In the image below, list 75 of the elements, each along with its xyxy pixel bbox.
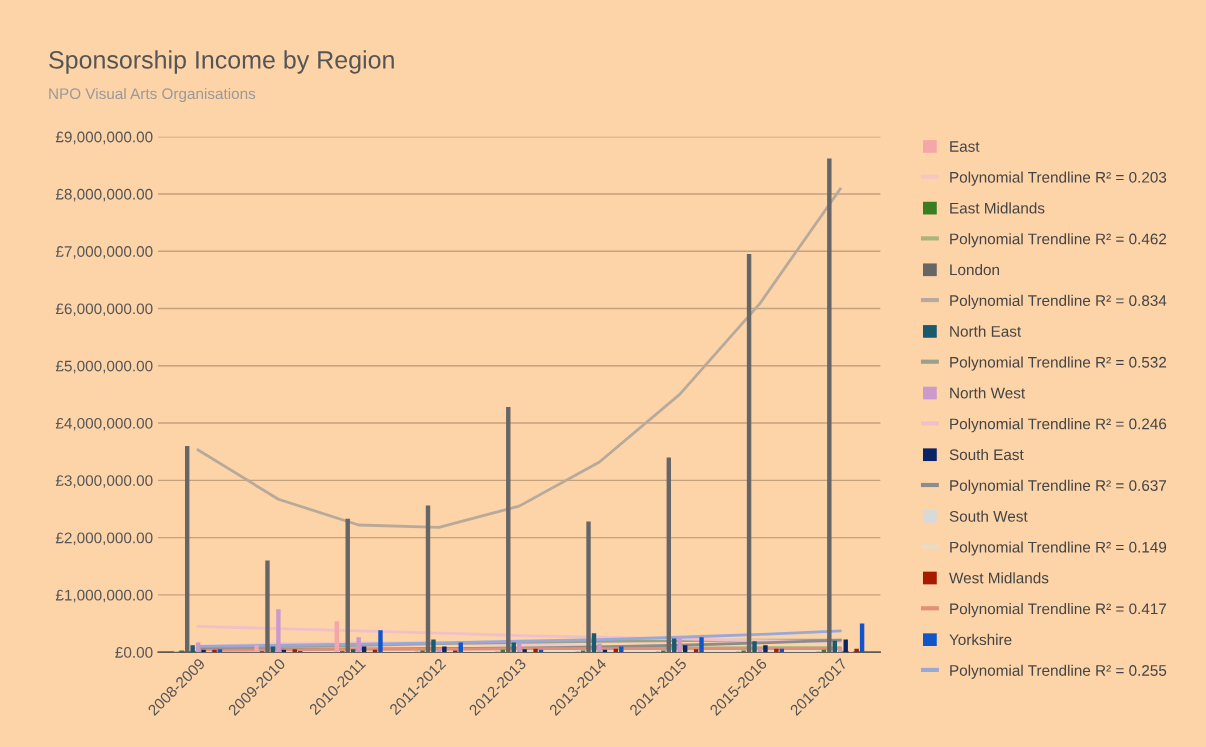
y-tick-label: £2,000,000.00 [55,532,153,546]
y-tick-label: £9,000,000.00 [55,131,153,145]
bar [843,639,848,653]
bar [591,633,597,653]
bar [431,639,436,653]
bar [254,645,259,653]
legend-label: Polynomial Trendline R² = 0.637 [950,479,1167,494]
y-tick-label: £6,000,000.00 [55,303,153,316]
bar [859,623,865,653]
bar [854,648,859,653]
legend-label: Yorkshire [949,633,1012,646]
bar [212,649,217,653]
y-tick-label: £0.00 [115,647,153,658]
chart-title: Sponsorship Income by Region [49,50,394,74]
legend-label: Polynomial Trendline R² = 0.149 [950,541,1167,556]
bar [190,645,195,653]
legend-label: Polynomial Trendline R² = 0.834 [950,294,1167,310]
legend-label: Polynomial Trendline R² = 0.255 [950,664,1167,679]
bar [619,646,624,653]
bar [746,254,752,653]
bar [217,649,223,653]
y-tick-label: £7,000,000.00 [55,246,153,259]
bar [345,518,350,653]
bar [774,648,779,653]
legend-label: Polynomial Trendline R² = 0.203 [950,171,1167,186]
legend-label: Polynomial Trendline R² = 0.417 [950,603,1167,618]
legend-label: East [950,141,980,152]
bar [292,649,297,653]
y-tick-label: £1,000,000.00 [55,589,153,603]
legend-label: North East [950,325,1022,337]
bar [458,642,463,653]
legend-label: East Midlands [950,202,1045,214]
line-series [196,187,842,529]
bar [506,407,511,653]
bar [350,649,356,653]
bar [436,649,442,653]
bar [752,641,757,653]
legend-label: Polynomial Trendline R² = 0.246 [950,418,1167,433]
bar [195,642,201,653]
legend-label: South West [949,510,1028,522]
bar [763,645,768,653]
legend-label: North West [950,387,1026,399]
bar [442,646,447,653]
bar [511,642,516,653]
bar [677,637,682,653]
y-tick-label: £3,000,000.00 [55,475,153,488]
bar [270,646,276,653]
y-tick-label: £4,000,000.00 [55,417,153,431]
bar [356,637,361,653]
legend-label: West Midlands [949,572,1049,584]
bar [265,560,270,653]
bar [276,609,281,653]
bar [672,638,677,653]
bar [522,649,527,653]
bar [693,649,699,653]
bar [586,521,591,653]
legend-label: London [950,263,999,276]
bar [425,505,431,653]
chart-subtitle: NPO Visual Arts Organisations [49,87,256,103]
legend-label: Polynomial Trendline R² = 0.462 [950,233,1167,248]
bar [597,643,602,653]
bar [827,158,832,653]
y-tick-label: £5,000,000.00 [55,360,153,374]
legend-label: Polynomial Trendline R² = 0.532 [950,356,1167,371]
bar [361,646,367,653]
bar [378,630,383,653]
bar [666,457,672,653]
bar [533,648,538,653]
y-tick-label: £8,000,000.00 [55,188,153,202]
bar [334,621,340,653]
bar [682,645,688,653]
bar [201,649,206,653]
legend-label: South East [949,448,1024,461]
bar [699,637,704,653]
bar [185,445,190,653]
